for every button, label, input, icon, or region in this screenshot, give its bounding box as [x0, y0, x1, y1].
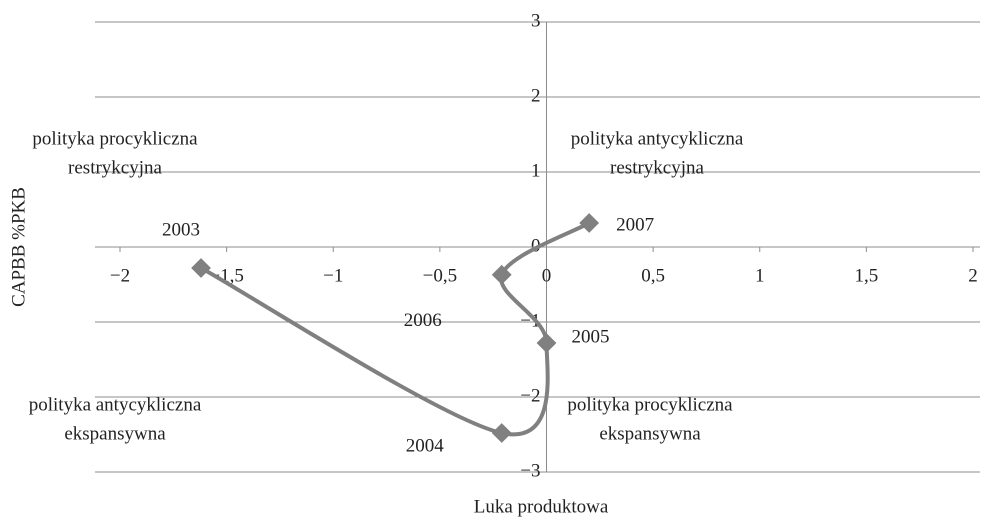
annotation: ekspansywna [64, 423, 166, 444]
point [579, 213, 600, 233]
annotation: restrykcyjna [610, 157, 704, 178]
x-tick-label: −1,5 [209, 265, 243, 286]
y-axis-title: CAPBB %PKB [8, 187, 29, 307]
annotation: ekspansywna [599, 423, 701, 444]
y-tick-label: −3 [520, 460, 540, 481]
x-tick-label: −2 [110, 265, 130, 286]
point [536, 333, 557, 353]
x-tick-label: 1 [755, 265, 765, 286]
point-label: 2003 [162, 219, 200, 240]
point [191, 258, 211, 278]
annotation: polityka procykliczna [567, 394, 733, 415]
point [491, 264, 512, 285]
y-tick-label: 3 [531, 10, 541, 31]
y-tick-label: 1 [531, 160, 541, 181]
x-tick-label: −0,5 [423, 265, 457, 286]
annotation: polityka antycykliczna [29, 394, 202, 415]
x-tick-label: 2 [968, 265, 978, 286]
y-tick-label: −1 [520, 310, 540, 331]
y-tick-label: −2 [520, 385, 540, 406]
x-tick-label: 0 [542, 265, 552, 286]
annotation: restrykcyjna [68, 157, 162, 178]
series-line [200, 221, 591, 437]
annotation: polityka procykliczna [32, 128, 198, 149]
point-label: 2006 [404, 310, 442, 331]
point [491, 423, 512, 443]
y-tick-label: 2 [531, 85, 541, 106]
point-label: 2005 [572, 326, 610, 347]
x-tick-label: 0,5 [641, 265, 665, 286]
point-label: 2004 [406, 435, 445, 456]
x-tick-label: −1 [323, 265, 343, 286]
annotation: polityka antycykliczna [571, 128, 744, 149]
x-tick-label: 1,5 [855, 265, 879, 286]
point-label: 2007 [616, 214, 654, 235]
x-axis-title: Luka produktowa [474, 496, 609, 517]
